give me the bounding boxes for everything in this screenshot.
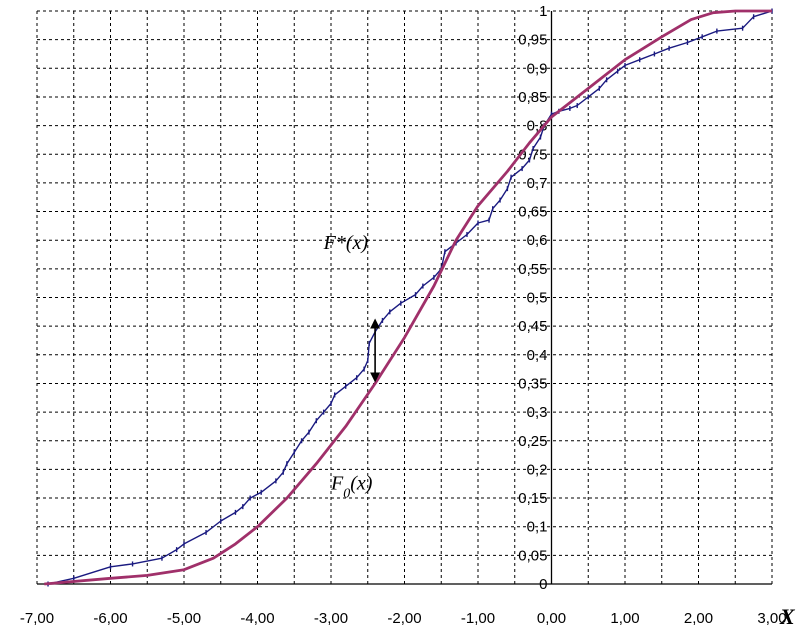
y-tick-label: 0,5 bbox=[527, 290, 548, 307]
x-tick-label: -2,00 bbox=[387, 610, 421, 627]
x-axis-title: X bbox=[779, 604, 796, 629]
y-tick-label: 0,15 bbox=[518, 490, 547, 507]
y-tick-label: 0,05 bbox=[518, 547, 547, 564]
y-tick-label: 0,45 bbox=[518, 318, 547, 335]
annotations: F*(x) F0(x) bbox=[323, 232, 381, 501]
y-tick-label: 0,35 bbox=[518, 375, 547, 392]
y-tick-label: 0,7 bbox=[527, 175, 548, 192]
x-tick-label: -3,00 bbox=[314, 610, 348, 627]
y-tick-label: 0 bbox=[539, 576, 547, 593]
x-tick-label: 1,00 bbox=[610, 610, 639, 627]
x-tick-label: -4,00 bbox=[240, 610, 274, 627]
x-tick-label: 3,00 bbox=[757, 610, 786, 627]
y-tick-label: 0,75 bbox=[518, 146, 547, 163]
y-tick-label: 0,9 bbox=[527, 60, 548, 77]
y-tick-label: 0,85 bbox=[518, 89, 547, 106]
x-tick-label: -5,00 bbox=[167, 610, 201, 627]
series-group bbox=[44, 8, 773, 587]
annotation-theoretical-cdf: F0(x) bbox=[330, 472, 373, 501]
grid bbox=[36, 10, 773, 585]
y-tick-label: 1 bbox=[539, 3, 547, 20]
y-tick-label: 0,3 bbox=[527, 404, 548, 421]
y-tick-label: 0,55 bbox=[518, 261, 547, 278]
x-tick-label: -1,00 bbox=[461, 610, 495, 627]
x-tick-label: 0,00 bbox=[537, 610, 566, 627]
y-tick-label: 0,4 bbox=[527, 347, 548, 364]
y-tick-label: 0,25 bbox=[518, 433, 547, 450]
series-line-empirical bbox=[47, 10, 773, 585]
y-tick-label: 0,1 bbox=[527, 519, 548, 536]
y-tick-label: 0,95 bbox=[518, 32, 547, 49]
y-tick-label: 0,6 bbox=[527, 232, 548, 249]
axes: -7,00 -6,00 -5,00 -4,00 -3,00 -2,00 -1,00 0,00 1… bbox=[20, 3, 787, 627]
x-tick-label: 2,00 bbox=[684, 610, 713, 627]
series-line-theoretical bbox=[44, 9, 772, 586]
x-tick-label: -6,00 bbox=[93, 610, 127, 627]
annotation-empirical-cdf: F*(x) bbox=[323, 232, 369, 254]
y-tick-label: 0,2 bbox=[527, 461, 548, 478]
x-tick-label: -7,00 bbox=[20, 610, 54, 627]
y-tick-label: 0,65 bbox=[518, 204, 547, 221]
